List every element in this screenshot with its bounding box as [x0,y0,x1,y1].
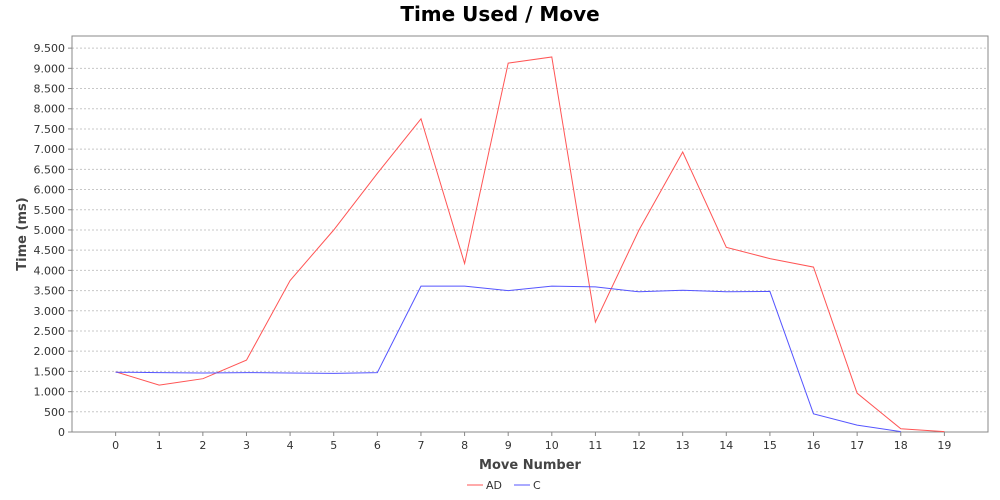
legend-label-ad: AD [486,479,502,492]
plot-frame [71,35,989,433]
x-tick-label: 6 [374,439,381,452]
chart-title: Time Used / Move [400,2,600,26]
legend: AD C [467,479,541,492]
x-tick-label: 15 [763,439,777,452]
x-tick-label: 16 [807,439,821,452]
x-tick-label: 5 [330,439,337,452]
y-tick-label: 5.500 [34,204,66,217]
x-tick-label: 13 [676,439,690,452]
y-tick-label: 500 [44,406,65,419]
y-tick-label: 6.000 [34,184,66,197]
x-tick-label: 10 [545,439,559,452]
x-tick-label: 8 [461,439,468,452]
y-axis: 0 500 1.000 1.500 2.000 2.500 3.000 3.500 4.000 4… [34,42,72,439]
y-tick-label: 8.500 [34,83,66,96]
x-tick-label: 2 [199,439,206,452]
y-tick-label: 3.000 [34,305,66,318]
y-tick-label: 0 [58,426,65,439]
y-axis-title: Time (ms) [15,197,30,270]
x-tick-label: 3 [243,439,250,452]
y-tick-label: 1.000 [34,386,66,399]
series-layer [115,56,945,433]
x-axis: 0 1 2 3 4 5 6 7 8 9 10 11 12 13 14 15 16 17 18 19 [112,432,951,452]
y-tick-label: 2.500 [34,325,66,338]
y-tick-label: 9.000 [34,62,66,75]
y-tick-label: 6.500 [34,163,66,176]
x-tick-label: 14 [719,439,733,452]
y-tick-label: 2.000 [34,345,66,358]
grid-layer [72,47,988,433]
x-tick-label: 19 [937,439,951,452]
y-tick-label: 9.500 [34,42,66,55]
x-axis-title: Move Number [479,458,581,473]
series-line-c [115,285,901,433]
x-tick-label: 18 [894,439,908,452]
legend-label-c: C [533,479,541,492]
y-tick-label: 5.000 [34,224,66,237]
x-tick-label: 4 [287,439,294,452]
x-tick-label: 0 [112,439,119,452]
series-line-ad [115,56,945,433]
y-tick-label: 7.000 [34,143,66,156]
x-tick-label: 17 [850,439,864,452]
x-tick-label: 7 [417,439,424,452]
y-tick-label: 3.500 [34,285,66,298]
y-tick-label: 8.000 [34,103,66,116]
y-tick-label: 7.500 [34,123,66,136]
y-tick-label: 4.000 [34,264,66,277]
x-tick-label: 11 [588,439,602,452]
x-tick-label: 1 [156,439,163,452]
y-tick-label: 1.500 [34,365,66,378]
y-tick-label: 4.500 [34,244,66,257]
x-tick-label: 9 [505,439,512,452]
x-tick-label: 12 [632,439,646,452]
